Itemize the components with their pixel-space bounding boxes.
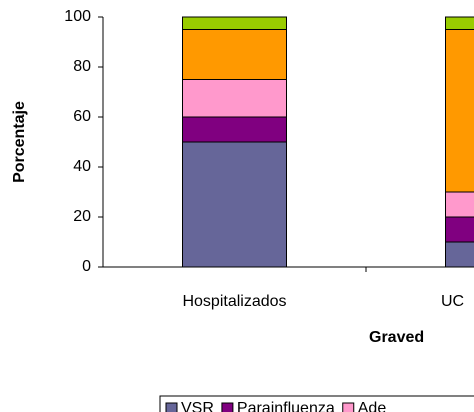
bar-segment: [182, 16, 287, 30]
bar-segment: [182, 29, 287, 80]
bar-segment: [445, 191, 474, 218]
y-tick-label: 20: [73, 208, 91, 225]
legend-swatch: [165, 402, 178, 412]
bar-segment: [445, 16, 474, 30]
bar-segment: [445, 216, 474, 243]
bar-segment: [182, 79, 287, 118]
y-tick-label: 80: [73, 58, 91, 75]
legend-swatch: [221, 402, 234, 412]
bar-segment: [182, 141, 287, 268]
y-tick-label: 60: [73, 108, 91, 125]
y-axis-label: Porcentaje: [11, 101, 28, 183]
legend-box: [159, 395, 474, 412]
x-tick-label: UC: [441, 293, 464, 310]
y-tick-label: 100: [64, 8, 91, 25]
x-tick-label: Hospitalizados: [182, 293, 286, 310]
bar-segment: [445, 29, 474, 193]
legend-label: Ade: [358, 400, 387, 412]
legend-label: Parainfluenza: [237, 400, 335, 412]
bar-segment: [182, 116, 287, 143]
legend-swatch: [342, 402, 355, 412]
x-axis-label: Graved: [369, 329, 424, 346]
legend-label: VSR: [181, 400, 214, 412]
y-tick-label: 0: [82, 258, 91, 275]
y-tick-label: 40: [73, 158, 91, 175]
bar-segment: [445, 241, 474, 268]
